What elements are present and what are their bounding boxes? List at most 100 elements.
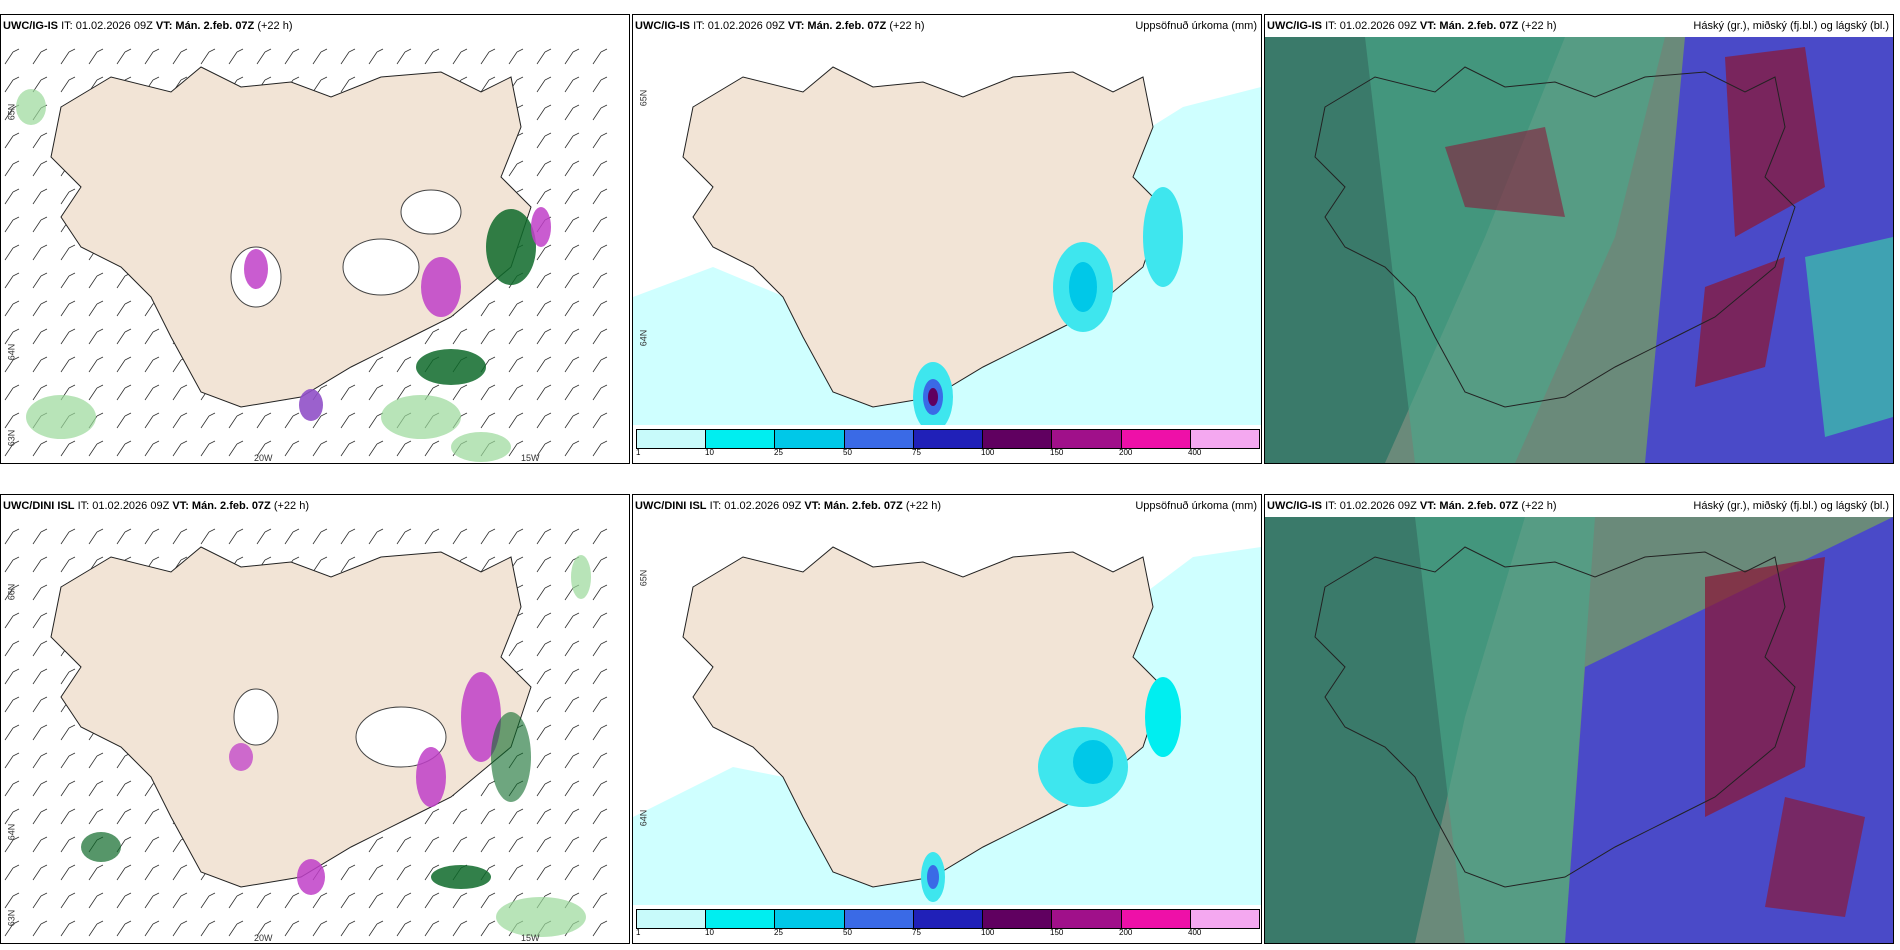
wind-barb — [116, 303, 126, 317]
wind-barb-flag — [152, 76, 160, 81]
precip-map[interactable] — [633, 517, 1261, 905]
wind-barb — [312, 443, 322, 457]
wind-barb-flag — [236, 76, 244, 81]
wind-barb — [592, 275, 602, 289]
wind-barb — [564, 811, 574, 825]
wind-barb — [4, 247, 14, 261]
wind-barb — [396, 387, 406, 401]
wind-barb-flag — [292, 76, 300, 81]
wind-barb — [116, 811, 126, 825]
wind-barb-flag — [516, 412, 524, 417]
wind-barb-flag — [544, 752, 552, 757]
wind-precip-map[interactable] — [1, 37, 629, 463]
wind-barb — [340, 443, 350, 457]
wind-barb — [4, 923, 14, 937]
wind-barb-flag — [40, 612, 48, 617]
cloud-map[interactable] — [1265, 517, 1893, 943]
wind-barb-flag — [544, 384, 552, 389]
wind-barb-flag — [124, 892, 132, 897]
wind-barb-flag — [432, 48, 440, 53]
wind-barb-flag — [572, 48, 580, 53]
wind-barb — [480, 51, 490, 65]
wind-barb — [60, 359, 70, 373]
wind-barb-flag — [488, 48, 496, 53]
colorbar-swatch — [844, 430, 914, 448]
precip-map[interactable] — [633, 37, 1261, 425]
wind-barb — [480, 79, 490, 93]
wind-barb-flag — [124, 556, 132, 561]
wind-barb — [172, 359, 182, 373]
wind-precip-map[interactable] — [1, 517, 629, 943]
wind-barb — [592, 415, 602, 429]
wind-barb-flag — [600, 808, 608, 813]
wind-barb-flag — [460, 384, 468, 389]
wind-barb-flag — [12, 864, 20, 869]
colorbar-tick: 400 — [1188, 928, 1202, 937]
colorbar-swatch — [1052, 910, 1122, 928]
wind-barb-flag — [68, 752, 76, 757]
lat-label: 64N — [6, 823, 17, 841]
wind-barb-flag — [376, 892, 384, 897]
wind-barb — [32, 783, 42, 797]
wind-barb — [424, 443, 434, 457]
colorbar-swatch — [706, 910, 776, 928]
wind-barb — [592, 219, 602, 233]
wind-barb — [480, 531, 490, 545]
colorbar-tick: 50 — [843, 928, 852, 937]
wind-barb — [564, 559, 574, 573]
wind-barb-flag — [572, 76, 580, 81]
wind-barb — [172, 531, 182, 545]
wind-barb-flag — [544, 612, 552, 617]
wind-barb — [4, 783, 14, 797]
wind-barb-flag — [12, 440, 20, 445]
wind-barb-flag — [600, 528, 608, 533]
colorbar-tick: 200 — [1119, 448, 1133, 457]
wind-barb — [284, 443, 294, 457]
wind-barb — [284, 531, 294, 545]
wind-barb-flag — [516, 188, 524, 193]
wind-barb-flag — [600, 412, 608, 417]
wind-barb — [32, 895, 42, 909]
wind-barb — [508, 531, 518, 545]
wind-barb — [60, 727, 70, 741]
wind-barb-flag — [236, 412, 244, 417]
wind-barb — [564, 531, 574, 545]
wind-barb-flag — [516, 160, 524, 165]
wind-barb — [396, 839, 406, 853]
wind-barb-flag — [460, 920, 468, 925]
cloud-map[interactable] — [1265, 37, 1893, 463]
wind-barb-flag — [68, 356, 76, 361]
wind-barb-flag — [516, 76, 524, 81]
wind-barb — [60, 303, 70, 317]
wind-barb-flag — [68, 780, 76, 785]
wind-barb-flag — [516, 356, 524, 361]
wind-barb-flag — [600, 356, 608, 361]
wind-barb — [88, 923, 98, 937]
wind-barb-flag — [516, 584, 524, 589]
wind-barb-flag — [432, 328, 440, 333]
wind-barb — [200, 531, 210, 545]
wind-barb-flag — [180, 892, 188, 897]
wind-barb-flag — [96, 384, 104, 389]
colorbar-tick: 10 — [705, 928, 714, 937]
wind-barb — [564, 671, 574, 685]
wind-barb — [536, 867, 546, 881]
panel-header: UWC/DINI ISL IT: 01.02.2026 09Z VT: Mán.… — [633, 495, 1261, 517]
wind-barb — [536, 671, 546, 685]
wind-barb — [88, 755, 98, 769]
wind-barb-flag — [516, 440, 524, 445]
wind-barb — [592, 839, 602, 853]
wind-barb-flag — [600, 892, 608, 897]
wind-barb — [396, 443, 406, 457]
wind-barb — [284, 923, 294, 937]
wind-barb — [4, 51, 14, 65]
wind-barb — [4, 727, 14, 741]
wind-barb-flag — [600, 216, 608, 221]
wind-barb-flag — [208, 920, 216, 925]
wind-barb — [4, 331, 14, 345]
wind-barb — [592, 699, 602, 713]
wind-barb — [508, 163, 518, 177]
wind-barb-flag — [516, 892, 524, 897]
wind-barb — [4, 531, 14, 545]
colorbar-swatch — [1190, 910, 1259, 928]
